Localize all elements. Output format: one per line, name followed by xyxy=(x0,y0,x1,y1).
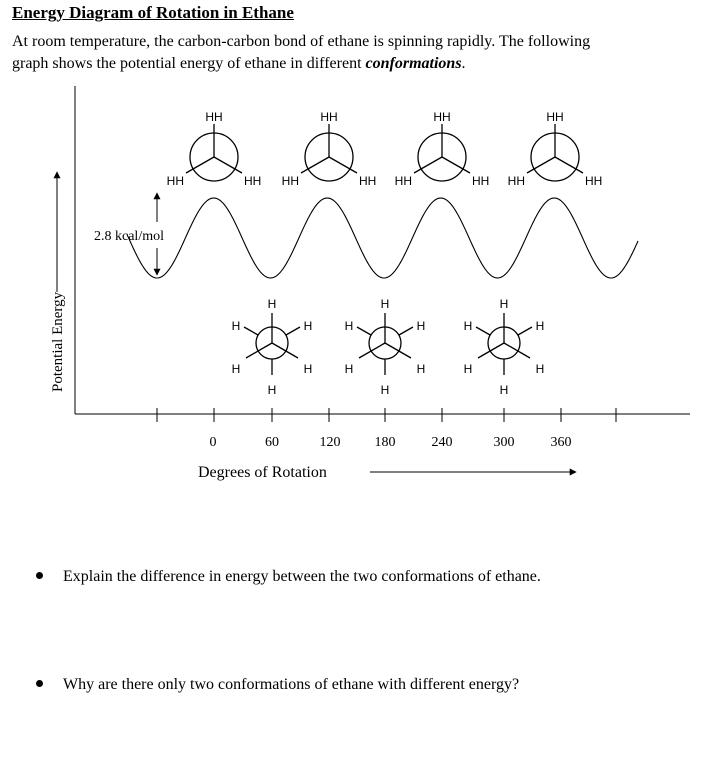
front-bond xyxy=(384,342,412,359)
question-text: Explain the difference in energy between… xyxy=(63,568,541,585)
x-tick-marks xyxy=(156,408,617,422)
hydrogen-pair-label: HH xyxy=(167,174,184,188)
back-bond xyxy=(475,326,491,336)
hydrogen-label: H xyxy=(500,297,509,311)
front-bond xyxy=(213,156,243,174)
hydrogen-label: H xyxy=(304,362,313,376)
energy-diagram: 0 60 120 180 240 300 360 Degrees of Rota… xyxy=(50,86,690,481)
hydrogen-pair-label: HH xyxy=(282,174,299,188)
hydrogen-label: H xyxy=(536,319,545,333)
hydrogen-label: H xyxy=(500,383,509,397)
eclipsed-newman-projection: HH HH HH xyxy=(282,110,377,188)
hydrogen-label: H xyxy=(417,319,426,333)
front-bond xyxy=(185,156,215,174)
front-bond xyxy=(441,156,471,174)
staggered-newman-projection: H H H H H H xyxy=(464,297,545,397)
bullet-icon xyxy=(36,571,43,579)
back-bond xyxy=(356,326,372,336)
intro-line-2-end: . xyxy=(461,55,466,72)
hydrogen-pair-label: HH xyxy=(433,110,450,124)
x-tick-label: 180 xyxy=(375,435,396,450)
intro-line-1: At room temperature, the carbon-carbon b… xyxy=(12,33,591,50)
page-title: Energy Diagram of Rotation in Ethane xyxy=(12,3,294,22)
hydrogen-label: H xyxy=(345,319,354,333)
bullet-icon xyxy=(36,679,43,687)
hydrogen-label: H xyxy=(417,362,426,376)
x-tick-label: 300 xyxy=(494,435,515,450)
back-bond xyxy=(285,326,301,336)
back-bond xyxy=(398,326,414,336)
eclipsed-newman-projection: HH HH HH xyxy=(395,110,490,188)
hydrogen-label: H xyxy=(304,319,313,333)
conformations-term: conformations xyxy=(365,55,462,72)
hydrogen-label: H xyxy=(536,362,545,376)
front-bond xyxy=(477,342,505,359)
energy-curve xyxy=(126,197,639,279)
x-axis-label: Degrees of Rotation xyxy=(198,464,327,481)
question-item: Why are there only two conformations of … xyxy=(36,676,519,694)
back-bond xyxy=(243,326,259,336)
hydrogen-label: H xyxy=(381,297,390,311)
front-bond xyxy=(358,342,386,359)
eclipsed-newman-projection: HH HH HH xyxy=(167,110,262,188)
hydrogen-pair-label: HH xyxy=(585,174,602,188)
hydrogen-label: H xyxy=(232,319,241,333)
front-bond xyxy=(526,156,556,174)
hydrogen-label: H xyxy=(464,362,473,376)
question-item: Explain the difference in energy between… xyxy=(36,568,541,586)
energy-gap-label: 2.8 kcal/mol xyxy=(94,229,164,244)
front-bond xyxy=(245,342,273,359)
hydrogen-pair-label: HH xyxy=(508,174,525,188)
staggered-newman-projection: H H H H H H xyxy=(345,297,426,397)
front-bond xyxy=(554,156,584,174)
hydrogen-label: H xyxy=(345,362,354,376)
hydrogen-pair-label: HH xyxy=(546,110,563,124)
hydrogen-pair-label: HH xyxy=(244,174,261,188)
hydrogen-label: H xyxy=(268,297,277,311)
front-bond xyxy=(328,156,358,174)
front-bond xyxy=(503,342,531,359)
x-tick-label: 240 xyxy=(432,435,453,450)
staggered-newman-projection: H H H H H H xyxy=(232,297,313,397)
front-bond xyxy=(300,156,330,174)
question-text: Why are there only two conformations of … xyxy=(63,676,520,693)
y-axis-label: Potential Energy xyxy=(50,291,66,392)
hydrogen-label: H xyxy=(232,362,241,376)
eclipsed-newman-projection: HH HH HH xyxy=(508,110,603,188)
hydrogen-label: H xyxy=(268,383,277,397)
hydrogen-label: H xyxy=(464,319,473,333)
front-bond xyxy=(271,342,299,359)
front-bond xyxy=(413,156,443,174)
hydrogen-label: H xyxy=(381,383,390,397)
x-tick-label: 120 xyxy=(320,435,341,450)
intro-paragraph: At room temperature, the carbon-carbon b… xyxy=(12,31,712,75)
hydrogen-pair-label: HH xyxy=(205,110,222,124)
intro-line-2-text: graph shows the potential energy of etha… xyxy=(12,55,366,72)
back-bond xyxy=(517,326,533,336)
hydrogen-pair-label: HH xyxy=(359,174,376,188)
hydrogen-pair-label: HH xyxy=(472,174,489,188)
x-tick-label: 0 xyxy=(210,435,217,450)
x-tick-label: 60 xyxy=(265,435,279,450)
hydrogen-pair-label: HH xyxy=(395,174,412,188)
x-tick-label: 360 xyxy=(551,435,572,450)
hydrogen-pair-label: HH xyxy=(320,110,337,124)
intro-line-2: graph shows the potential energy of etha… xyxy=(12,53,712,75)
